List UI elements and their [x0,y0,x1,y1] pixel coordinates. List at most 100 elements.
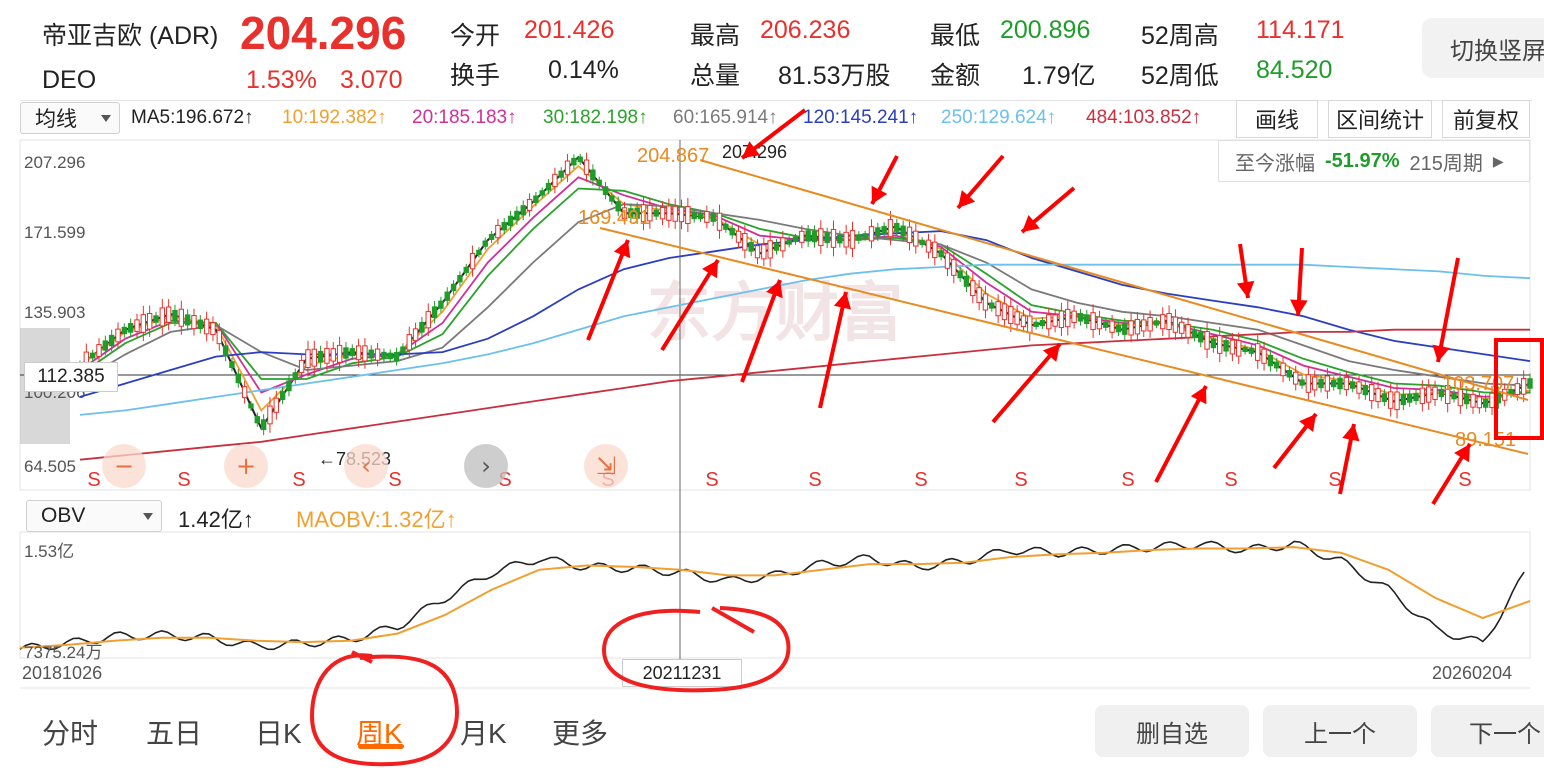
ma-type-select[interactable]: 均线 [20,102,120,134]
candle-body [1444,385,1451,404]
next-stock-button[interactable]: 下一个 [1431,705,1544,757]
candle-body [1362,384,1369,396]
candle-body [1236,339,1242,357]
pan-left-icon: ‹ [361,452,371,480]
stat-label: 最低 [930,22,981,50]
candle-body [450,283,457,292]
candle-body [279,391,286,401]
candle-body [1324,375,1331,392]
tab-item[interactable]: 分时 [42,718,99,749]
ma-line-ma484 [79,328,1530,461]
candle-body [210,322,216,336]
candle-body [843,231,849,248]
range-stat-box[interactable]: 至今涨幅 -51.97% 215周期 ▶ [1218,140,1530,182]
candle-body [501,222,507,231]
candle-body [887,219,894,238]
candle-body [590,169,596,181]
pan-right-icon: › [481,452,491,480]
candle-body [837,234,843,244]
candle-body [919,239,925,245]
ma-bar [20,100,1532,139]
obv-frame [19,531,1531,659]
candle-body [330,348,336,362]
interval-stats-button[interactable]: 区间统计 [1328,100,1432,138]
candle-body [514,210,520,221]
tab-item[interactable]: 五日 [146,718,203,749]
chevron-down-icon [143,513,153,520]
remove-watchlist-button[interactable]: 删自选 [1095,705,1249,757]
chart-control-button[interactable] [224,444,268,488]
high-left-label: 204.867 [637,145,709,167]
stock-ticker: DEO [42,66,97,94]
stat-value: 0.14% [548,56,619,84]
candle-body [127,323,134,333]
chart-control-button[interactable] [464,444,508,488]
candle-body [976,287,982,303]
stat-label: 最高 [690,22,741,50]
candle-body [951,259,957,276]
candle-body [710,213,716,222]
arrow-head [871,185,888,204]
candle-body [1425,386,1432,403]
chart-control-button[interactable] [584,444,628,488]
candle-body [729,228,735,236]
candle-body [324,347,330,364]
indicator-select[interactable]: OBV [26,500,162,532]
arrow-head [1236,280,1255,298]
candle-body [336,344,343,363]
stat-value: 114.171 [1256,16,1345,44]
ma-value-item: 250:129.624↑ [941,107,1057,128]
candle-body [292,372,298,381]
candle-body [761,244,767,260]
candle-body [235,373,241,384]
candle-body [1052,314,1058,327]
range-stat-label: 至今涨幅 [1235,152,1315,175]
tab-item[interactable]: 更多 [552,718,609,749]
annotation-arrow [1154,385,1208,483]
candle-body [1172,316,1179,333]
switch-portrait-button[interactable]: 切换竖屏 [1422,18,1544,78]
candle-body [1141,319,1147,332]
ma-value-item: 20:185.183↑ [412,107,517,128]
date-end: 20260204 [1432,663,1513,683]
price-axis-label: 171.599 [24,223,85,242]
obv-axis-top: 1.53亿 [24,542,75,561]
candle-body [1476,396,1483,409]
candle-body [583,159,590,175]
candle-body [1312,376,1318,391]
tab-item[interactable]: 月K [460,718,507,749]
candle-body [387,352,393,360]
candle-body [533,195,539,203]
price-axis-label: 207.296 [24,153,85,172]
candle-body [697,213,704,220]
candle-body [685,206,691,225]
candle-body [672,205,678,222]
sell-signal-label: S [808,469,821,491]
stat-value: 206.236 [760,16,851,44]
candle-body [925,239,932,253]
sell-signal-label: S [388,469,401,491]
ma-line-ma60 [79,203,1531,387]
annotation-arrow [818,291,848,409]
candle-body [767,240,773,259]
chart-control-button[interactable] [344,444,388,488]
arrow-head [1290,299,1308,316]
candle-body [438,300,444,309]
candle-body [963,275,970,287]
candle-body [368,349,374,359]
candle-body [140,314,147,333]
annotation-arrow [660,258,720,352]
arrow-head [1190,386,1207,405]
arrow-head [702,260,718,279]
candle-body [596,179,602,186]
previous-stock-button[interactable]: 上一个 [1263,705,1417,757]
candle-body [621,207,628,220]
draw-line-button[interactable]: 画线 [1236,100,1318,138]
candle-body [1318,378,1324,389]
collapse-icon: ⇲ [596,452,616,480]
chart-control-button[interactable] [102,444,146,488]
forward-adjust-button[interactable]: 前复权 [1442,100,1530,138]
chevron-down-icon [101,115,111,122]
tab-item[interactable]: 日K [255,718,302,749]
